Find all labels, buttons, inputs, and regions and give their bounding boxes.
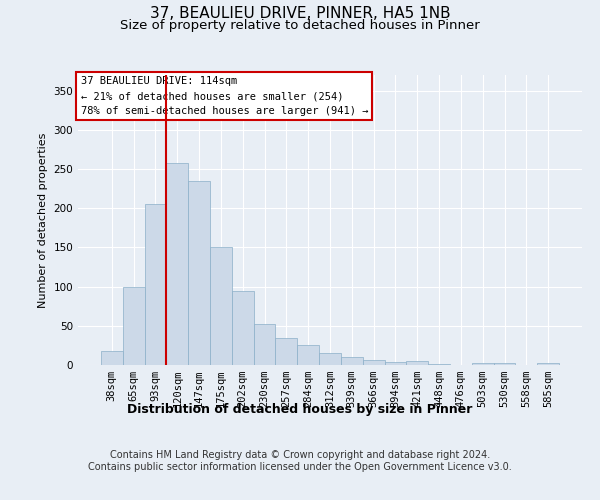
- Bar: [232, 290, 254, 365]
- Bar: [297, 344, 319, 365]
- Bar: [145, 204, 166, 365]
- Y-axis label: Number of detached properties: Number of detached properties: [38, 132, 48, 308]
- Text: Size of property relative to detached houses in Pinner: Size of property relative to detached ho…: [120, 19, 480, 32]
- Bar: [537, 364, 559, 365]
- Text: Contains public sector information licensed under the Open Government Licence v3: Contains public sector information licen…: [88, 462, 512, 472]
- Bar: [188, 181, 210, 365]
- Bar: [406, 361, 428, 365]
- Bar: [166, 163, 188, 365]
- Bar: [385, 362, 406, 365]
- Bar: [363, 360, 385, 365]
- Bar: [101, 351, 123, 365]
- Text: Distribution of detached houses by size in Pinner: Distribution of detached houses by size …: [127, 402, 473, 415]
- Bar: [472, 364, 494, 365]
- Text: Contains HM Land Registry data © Crown copyright and database right 2024.: Contains HM Land Registry data © Crown c…: [110, 450, 490, 460]
- Bar: [254, 324, 275, 365]
- Bar: [494, 362, 515, 365]
- Bar: [123, 286, 145, 365]
- Text: 37, BEAULIEU DRIVE, PINNER, HA5 1NB: 37, BEAULIEU DRIVE, PINNER, HA5 1NB: [149, 6, 451, 20]
- Bar: [341, 357, 363, 365]
- Bar: [275, 338, 297, 365]
- Bar: [319, 353, 341, 365]
- Bar: [210, 248, 232, 365]
- Bar: [428, 364, 450, 365]
- Text: 37 BEAULIEU DRIVE: 114sqm
← 21% of detached houses are smaller (254)
78% of semi: 37 BEAULIEU DRIVE: 114sqm ← 21% of detac…: [80, 76, 368, 116]
